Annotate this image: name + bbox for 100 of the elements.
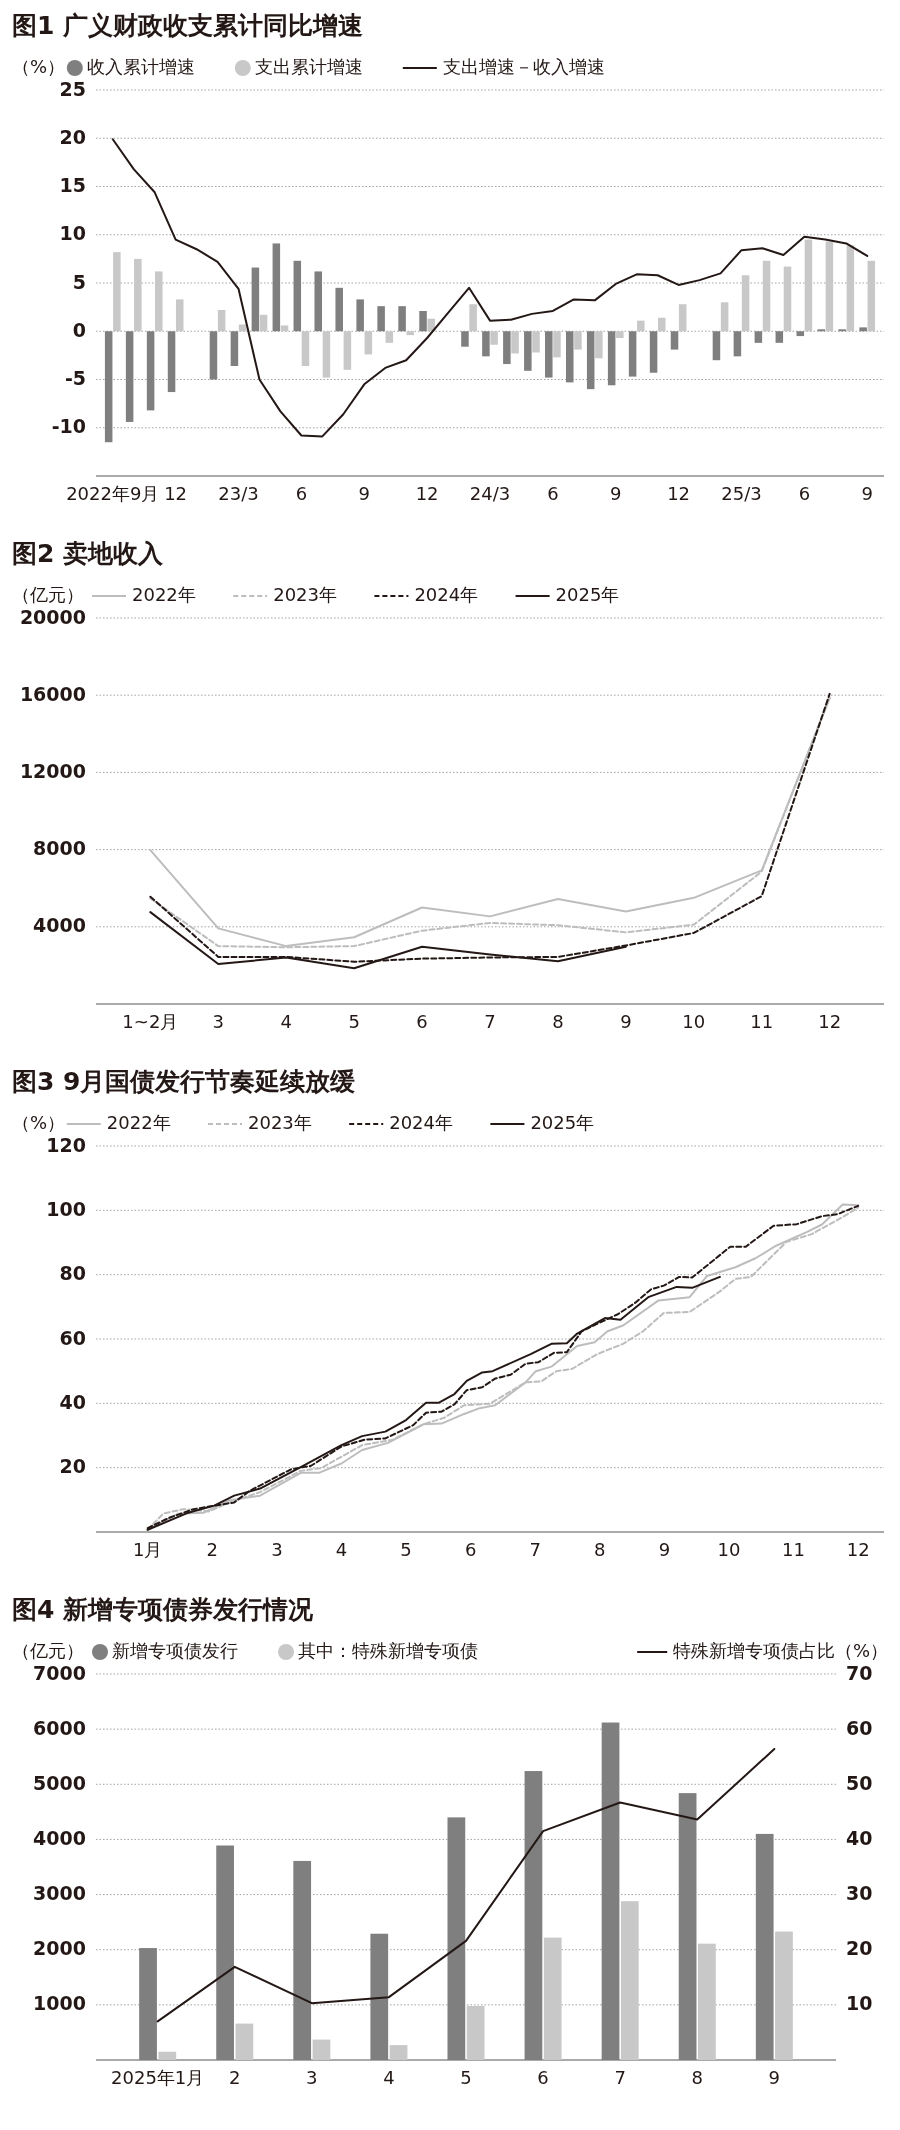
x-tick-label: 9 <box>358 483 370 504</box>
x-tick-label: 23/3 <box>218 483 259 504</box>
x-tick-label: 9 <box>620 1011 632 1032</box>
bar <box>804 239 813 332</box>
y-tick-label: 7000 <box>33 1661 86 1684</box>
y-tick-label: 6000 <box>33 1716 86 1739</box>
legend-label: 2025年 <box>530 1112 595 1133</box>
bar <box>678 304 687 332</box>
bar <box>574 331 582 350</box>
legend-label: 新增专项债发行 <box>112 1640 238 1661</box>
bar <box>601 1722 620 2060</box>
legend-label: 其中：特殊新增专项债 <box>298 1640 478 1661</box>
bar <box>867 260 876 332</box>
y-tick-label: -5 <box>64 367 86 389</box>
bar <box>741 275 750 332</box>
x-tick-label: 5 <box>460 2067 472 2088</box>
y-axis-title: （亿元） <box>12 1640 84 1661</box>
y-tick-label: 40 <box>59 1390 86 1413</box>
bar <box>293 260 302 332</box>
y-tick-label: 20 <box>59 1455 86 1478</box>
bar <box>553 331 561 358</box>
legend-label: 2023年 <box>248 1112 312 1133</box>
y-tick-label: -10 <box>51 415 86 438</box>
x-tick-label: 12 <box>415 483 439 504</box>
bar <box>545 331 553 378</box>
x-tick-label: 3 <box>306 2067 318 2088</box>
x-tick-label: 6 <box>798 483 811 504</box>
y2-tick-label: 50 <box>846 1771 873 1794</box>
x-tick-label: 9 <box>768 2067 781 2088</box>
bar <box>280 325 289 332</box>
legend-label: 特殊新增专项债占比 <box>673 1640 836 1661</box>
bar <box>104 331 113 443</box>
x-tick-label: 11 <box>782 1539 806 1560</box>
x-tick-label: 9 <box>610 483 622 504</box>
x-tick-label: 5 <box>348 1011 360 1032</box>
y-tick-label: 16000 <box>19 682 86 705</box>
y-tick-label: 4000 <box>33 1826 86 1849</box>
chart-title: 图2 卖地收入 <box>12 539 165 568</box>
y2-tick-label: 10 <box>846 1992 873 2015</box>
y-tick-label: 3000 <box>33 1882 86 1905</box>
legend-label: 支出累计增速 <box>254 56 363 77</box>
y-tick-label: 15 <box>59 174 86 196</box>
x-tick-label: 10 <box>717 1539 741 1560</box>
x-tick-label: 8 <box>691 2067 703 2088</box>
bar <box>490 331 498 345</box>
bar <box>398 306 406 332</box>
bar <box>620 1901 639 2060</box>
bar <box>796 331 805 337</box>
y-axis-title: （%） <box>12 1112 66 1133</box>
y-tick-label: 5000 <box>33 1771 86 1794</box>
x-tick-label: 6 <box>416 1011 428 1032</box>
x-tick-label: 9 <box>658 1539 671 1560</box>
x-tick-label: 6 <box>464 1539 477 1560</box>
bar <box>712 331 721 361</box>
bar <box>543 1937 562 2060</box>
y-tick-label: 20000 <box>19 605 86 628</box>
bar <box>846 245 855 332</box>
x-tick-label: 24/3 <box>469 483 511 504</box>
x-tick-label: 8 <box>552 1011 564 1032</box>
y2-tick-label: 40 <box>846 1826 873 1849</box>
y2-tick-label: 60 <box>846 1716 873 1739</box>
y-tick-label: 80 <box>59 1262 86 1285</box>
bar <box>524 1771 543 2060</box>
bar <box>419 310 427 332</box>
bar <box>595 331 603 359</box>
bar <box>783 266 792 332</box>
line-series <box>156 1747 776 2023</box>
bar <box>607 331 616 386</box>
legend-label: 2022年 <box>132 584 196 605</box>
bar <box>125 331 134 422</box>
bar <box>175 299 184 332</box>
x-tick-label: 7 <box>484 1011 496 1032</box>
x-tick-label: 3 <box>212 1011 224 1032</box>
y-axis-title: （亿元） <box>12 584 84 605</box>
y2-tick-label: 20 <box>846 1937 873 1960</box>
x-tick-label: 12 <box>818 1011 842 1032</box>
x-tick-label: 4 <box>280 1011 292 1032</box>
legend-label: 收入累计增速 <box>86 56 195 77</box>
x-tick-label: 4 <box>335 1539 348 1560</box>
y2-tick-label: 30 <box>846 1882 873 1905</box>
x-tick-label: 2022年9月 <box>66 483 160 504</box>
bar <box>524 331 532 371</box>
y-tick-label: 8000 <box>33 837 86 860</box>
bar <box>482 331 490 357</box>
bar <box>301 331 310 366</box>
x-tick-label: 6 <box>547 483 559 504</box>
bar <box>733 331 742 357</box>
bar <box>343 331 352 370</box>
bar <box>139 1948 157 2060</box>
legend-label: 2025年 <box>555 584 620 605</box>
bar <box>670 331 679 350</box>
bar <box>657 317 666 332</box>
y-tick-label: 60 <box>59 1326 86 1349</box>
bar <box>586 331 595 390</box>
legend-label: 支出增速－收入增速 <box>442 56 605 77</box>
x-tick-label: 1~2月 <box>122 1011 179 1032</box>
bar <box>209 331 218 380</box>
bar <box>322 331 331 378</box>
bar <box>259 314 268 332</box>
bar <box>447 1817 466 2060</box>
